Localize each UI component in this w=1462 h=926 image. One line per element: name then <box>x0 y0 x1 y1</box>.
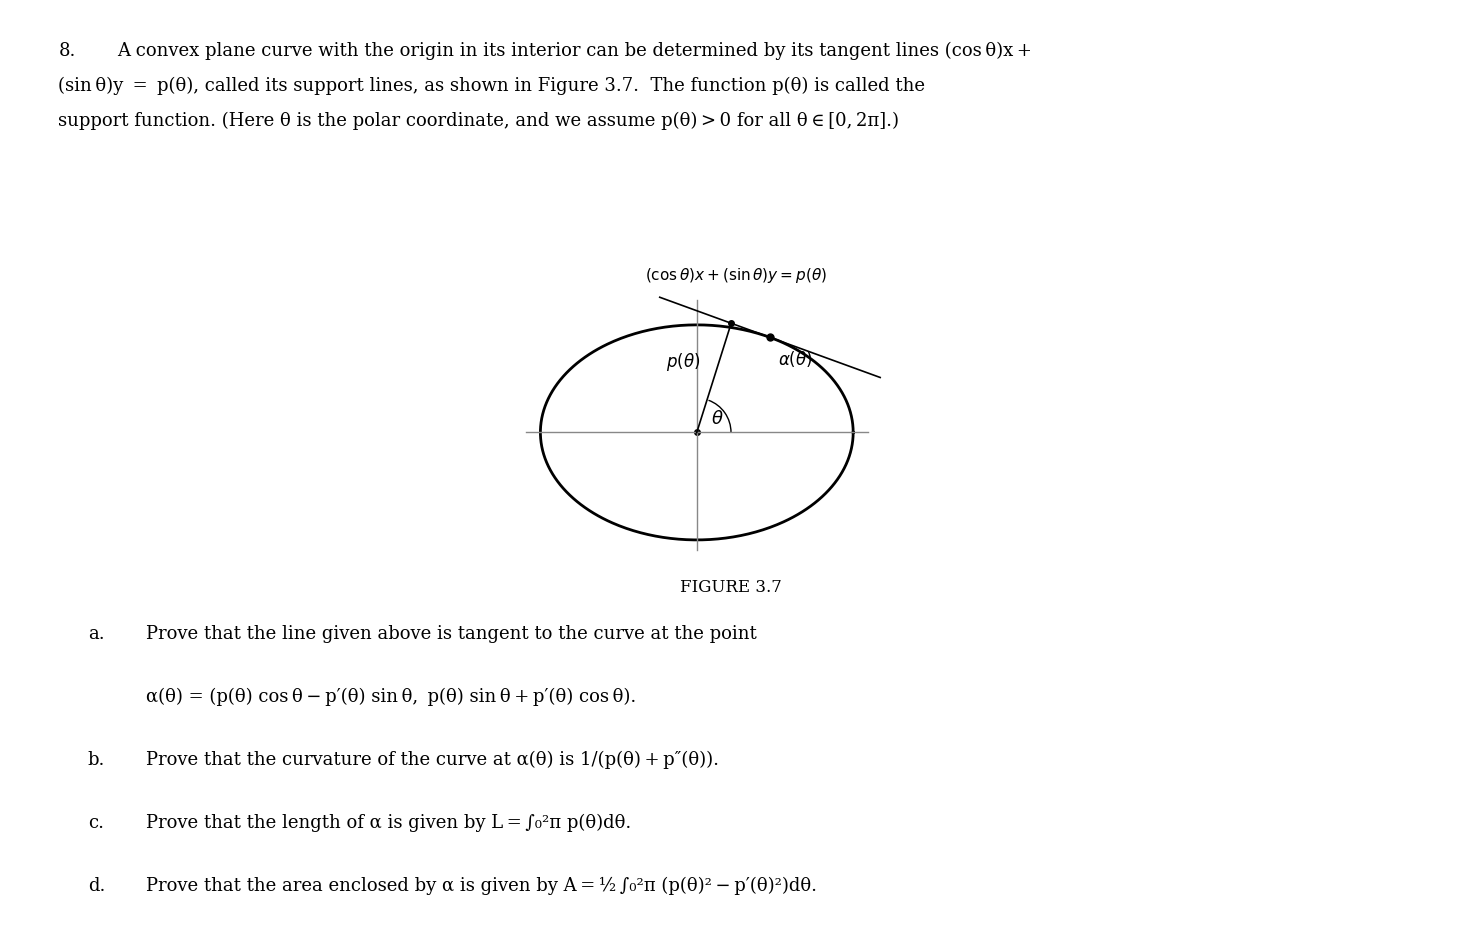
Text: FIGURE 3.7: FIGURE 3.7 <box>680 579 782 595</box>
Text: $p(\theta)$: $p(\theta)$ <box>665 351 700 373</box>
Text: A convex plane curve with the origin in its interior can be determined by its ta: A convex plane curve with the origin in … <box>117 42 1032 60</box>
Text: α(θ) = (p(θ) cos θ − p′(θ) sin θ,  p(θ) sin θ + p′(θ) cos θ).: α(θ) = (p(θ) cos θ − p′(θ) sin θ, p(θ) s… <box>146 688 636 707</box>
Text: support function. (Here θ is the polar coordinate, and we assume p(θ) > 0 for al: support function. (Here θ is the polar c… <box>58 112 899 131</box>
Text: b.: b. <box>88 751 105 769</box>
Text: $\theta$: $\theta$ <box>712 409 724 428</box>
Text: $\alpha(\theta)$: $\alpha(\theta)$ <box>778 349 813 369</box>
Text: c.: c. <box>88 814 104 832</box>
Text: Prove that the line given above is tangent to the curve at the point: Prove that the line given above is tange… <box>146 625 757 643</box>
Text: (sin θ)y  =  p(θ), called its support lines, as shown in Figure 3.7.  The functi: (sin θ)y = p(θ), called its support line… <box>58 77 925 95</box>
Text: Prove that the area enclosed by α is given by A = ½ ∫₀²π (p(θ)² − p′(θ)²)dθ.: Prove that the area enclosed by α is giv… <box>146 877 817 895</box>
Text: Prove that the curvature of the curve at α(θ) is 1/(p(θ) + p″(θ)).: Prove that the curvature of the curve at… <box>146 751 719 770</box>
Text: $(\cos\theta)x + (\sin\theta)y = p(\theta)$: $(\cos\theta)x + (\sin\theta)y = p(\thet… <box>645 266 827 284</box>
Text: Prove that the length of α is given by L = ∫₀²π p(θ)dθ.: Prove that the length of α is given by L… <box>146 814 632 832</box>
Text: 8.: 8. <box>58 42 76 59</box>
Text: d.: d. <box>88 877 105 895</box>
Text: a.: a. <box>88 625 104 643</box>
